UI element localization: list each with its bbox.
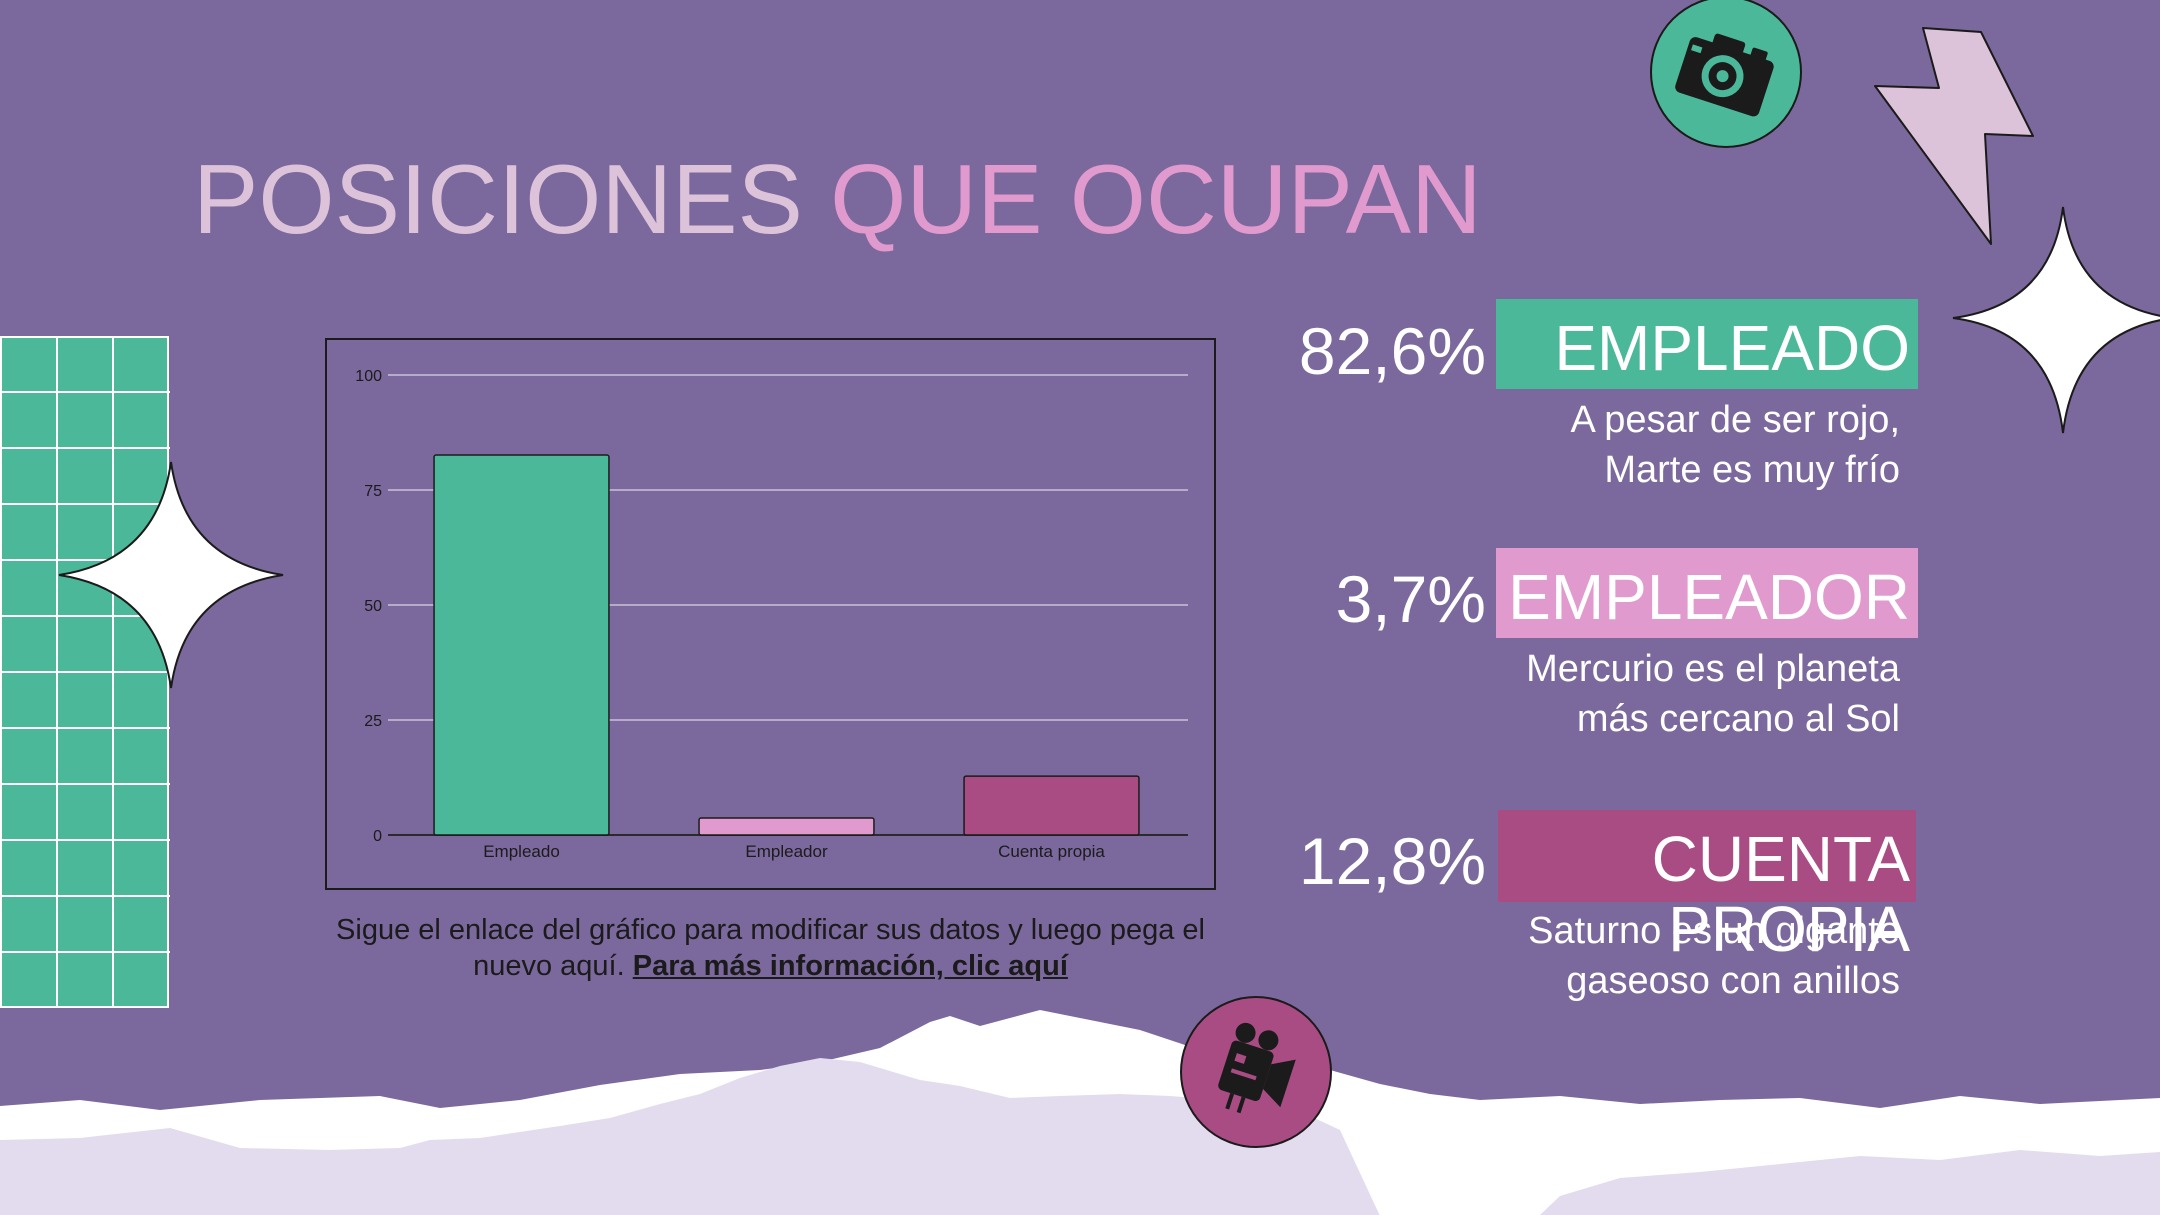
stat-percentage-employee: 82,6% (1298, 314, 1486, 388)
stat-tag-employer: EMPLEADOR (1496, 548, 1918, 638)
camera-icon (1650, 0, 1802, 148)
stat-percentage-self-employed: 12,8% (1298, 824, 1486, 898)
y-tick-label: 0 (373, 828, 382, 845)
stat-percentage-employer: 3,7% (1335, 562, 1486, 636)
chart-caption: Sigue el enlace del gráfico para modific… (325, 912, 1216, 984)
stat-description-self-employed: Saturno es un gigante gaseoso con anillo… (1528, 910, 1900, 1002)
chart-frame (325, 338, 1216, 890)
y-tick-label: 25 (364, 713, 382, 730)
title-part-1: POSICIONES (193, 144, 803, 254)
sparkle-star-icon (1952, 206, 2160, 434)
video-camera-icon (1180, 996, 1332, 1148)
x-tick-label: Empleador (745, 842, 828, 861)
stat-tag-background (1496, 548, 1918, 638)
caption-text: Sigue el enlace del gráfico para modific… (336, 914, 1205, 982)
page-title: POSICIONES QUE OCUPAN (193, 150, 1482, 248)
stat-tag-employee: EMPLEADO (1496, 299, 1918, 389)
stat-tag-self-employed: CUENTA PROPIA (1496, 810, 1918, 964)
bar-cuenta-propia (963, 775, 1140, 836)
y-tick-label: 75 (364, 483, 382, 500)
bar-empleador (698, 817, 875, 836)
bar-chart: 0 25 50 75 100 Empleado Empleador Cuenta propia (355, 368, 1188, 861)
stat-label-employee: EMPLEADO (1554, 312, 1910, 384)
lightning-icon (1874, 27, 2034, 245)
stat-description-employee: A pesar de ser rojo, Marte es muy frío (1570, 399, 1900, 491)
more-info-link[interactable]: Para más información, clic aquí (632, 950, 1068, 982)
x-tick-label: Empleado (483, 842, 560, 861)
grid-decoration (0, 336, 170, 1008)
sparkle-star-icon (58, 461, 284, 689)
x-tick-label: Cuenta propia (998, 842, 1105, 861)
y-tick-label: 50 (364, 598, 382, 615)
y-tick-label: 100 (355, 368, 382, 385)
stat-label-employer: EMPLEADOR (1508, 561, 1910, 633)
stat-label-self-employed: CUENTA PROPIA (1651, 823, 1910, 965)
stat-tag-background (1496, 299, 1918, 389)
title-part-2: QUE OCUPAN (830, 144, 1482, 254)
stat-description-employer: Mercurio es el planeta más cercano al So… (1526, 648, 1900, 740)
bar-empleado (433, 454, 610, 836)
stat-tag-background (1498, 810, 1916, 902)
